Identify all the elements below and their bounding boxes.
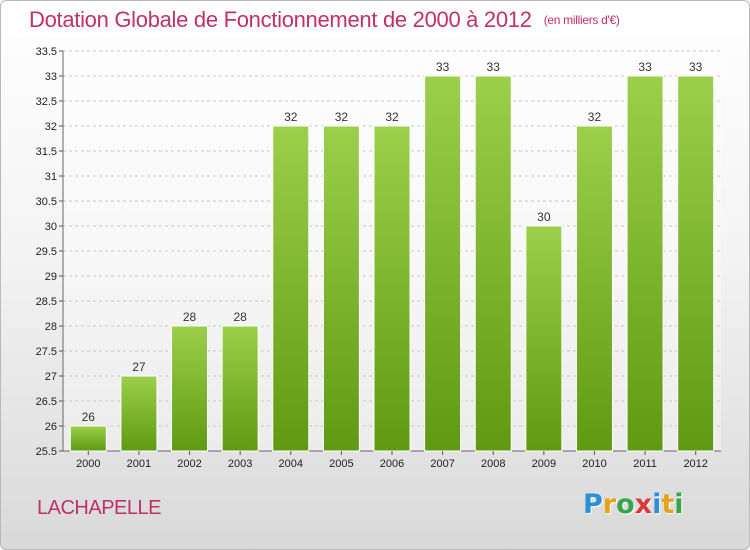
bar-value-label: 32 [385, 110, 399, 124]
x-tick-label: 2003 [228, 458, 252, 470]
y-tick-label: 29.5 [36, 246, 57, 258]
x-tick-label: 2010 [582, 458, 606, 470]
y-tick-label: 32.5 [36, 96, 57, 108]
bar-value-label: 32 [284, 110, 298, 124]
y-tick-label: 30 [45, 221, 57, 233]
bar-value-label: 30 [537, 210, 551, 224]
bar [424, 75, 462, 452]
bar-value-label: 33 [689, 60, 703, 74]
y-tick-label: 33 [45, 71, 57, 83]
y-tick-label: 27 [45, 371, 57, 383]
bar [575, 125, 613, 452]
x-tick-label: 2006 [380, 458, 404, 470]
bar [474, 75, 512, 452]
bar [525, 225, 563, 452]
y-tick-label: 31 [45, 171, 57, 183]
x-tick-label: 2011 [633, 458, 657, 470]
logo-letter: i [652, 489, 662, 520]
x-tick-label: 2008 [481, 458, 505, 470]
logo-letter: r [602, 489, 617, 520]
x-tick-label: 2000 [76, 458, 100, 470]
logo-letter: P [583, 489, 603, 520]
bar [69, 425, 107, 452]
bar-value-label: 33 [436, 60, 450, 74]
logo-letter: t [661, 489, 675, 520]
bar-value-label: 26 [82, 410, 96, 424]
chart-title: Dotation Globale de Fonctionnement de 20… [29, 7, 620, 33]
x-tick-label: 2012 [683, 458, 707, 470]
logo-letter: x [634, 489, 653, 520]
x-tick-label: 2007 [430, 458, 454, 470]
title-text: Dotation Globale de Fonctionnement de 20… [29, 7, 532, 32]
x-tick-label: 2009 [532, 458, 556, 470]
bar-value-label: 28 [233, 310, 247, 324]
y-tick-label: 28 [45, 321, 57, 333]
y-tick-label: 26.5 [36, 396, 57, 408]
bar [322, 125, 360, 452]
x-tick-label: 2001 [127, 458, 151, 470]
logo-letter: i [674, 489, 684, 520]
y-tick-label: 31.5 [36, 146, 57, 158]
bar [626, 75, 664, 452]
y-tick-label: 33.5 [36, 46, 57, 58]
title-unit: (en milliers d'€) [543, 13, 620, 27]
logo-letter: o [616, 489, 635, 520]
bar [120, 375, 158, 452]
y-tick-label: 26 [45, 421, 57, 433]
bar-value-label: 27 [132, 360, 146, 374]
bar [373, 125, 411, 452]
y-tick-label: 25.5 [36, 446, 57, 458]
x-tick-label: 2002 [177, 458, 201, 470]
bar [221, 325, 259, 452]
bar-value-label: 28 [183, 310, 197, 324]
x-tick-label: 2005 [329, 458, 353, 470]
bar [677, 75, 715, 452]
proxiti-logo: Proxiti [583, 489, 684, 520]
x-tick-label: 2004 [279, 458, 303, 470]
y-tick-label: 28.5 [36, 296, 57, 308]
bar-value-label: 33 [638, 60, 652, 74]
y-tick-label: 32 [45, 121, 57, 133]
bar-value-label: 33 [487, 60, 501, 74]
bar [171, 325, 209, 452]
y-tick-label: 30.5 [36, 196, 57, 208]
commune-name: LACHAPELLE [37, 497, 161, 519]
bar-value-label: 32 [588, 110, 602, 124]
y-tick-label: 27.5 [36, 346, 57, 358]
bar [272, 125, 310, 452]
y-tick-label: 29 [45, 271, 57, 283]
bar-value-label: 32 [335, 110, 349, 124]
